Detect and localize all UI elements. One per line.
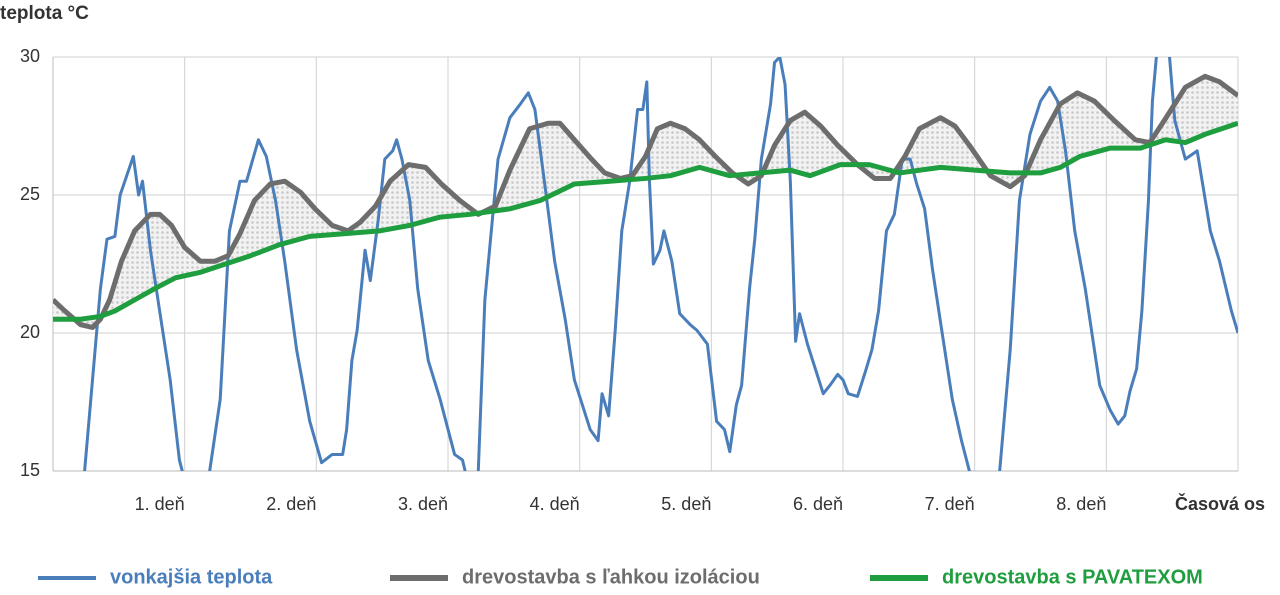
x-axis-label: Časová os xyxy=(1175,493,1265,514)
series-line xyxy=(53,73,1238,330)
x-tick-label: 3. deň xyxy=(398,494,448,514)
x-tick-label: 2. deň xyxy=(266,494,316,514)
x-tick-label: 7. deň xyxy=(925,494,975,514)
legend-label: drevostavba s ľahkou izoláciou xyxy=(462,566,760,588)
plot-area xyxy=(53,57,1238,471)
y-tick-label: 15 xyxy=(20,460,40,480)
x-tick-label: 4. deň xyxy=(530,494,580,514)
x-tick-label: 6. deň xyxy=(793,494,843,514)
series-line xyxy=(53,120,1238,322)
y-tick-label: 30 xyxy=(20,46,40,66)
y-tick-label: 20 xyxy=(20,322,40,342)
y-tick-label: 25 xyxy=(20,184,40,204)
legend-label: vonkajšia teplota xyxy=(110,566,273,588)
legend-label: drevostavba s PAVATEXOM xyxy=(942,566,1203,588)
x-tick-label: 5. deň xyxy=(661,494,711,514)
x-tick-label: 8. deň xyxy=(1056,494,1106,514)
y-axis-label: teplota °C xyxy=(0,3,89,24)
series-line xyxy=(82,57,1238,471)
shaded-gap xyxy=(53,76,1238,328)
x-tick-label: 1. deň xyxy=(135,494,185,514)
